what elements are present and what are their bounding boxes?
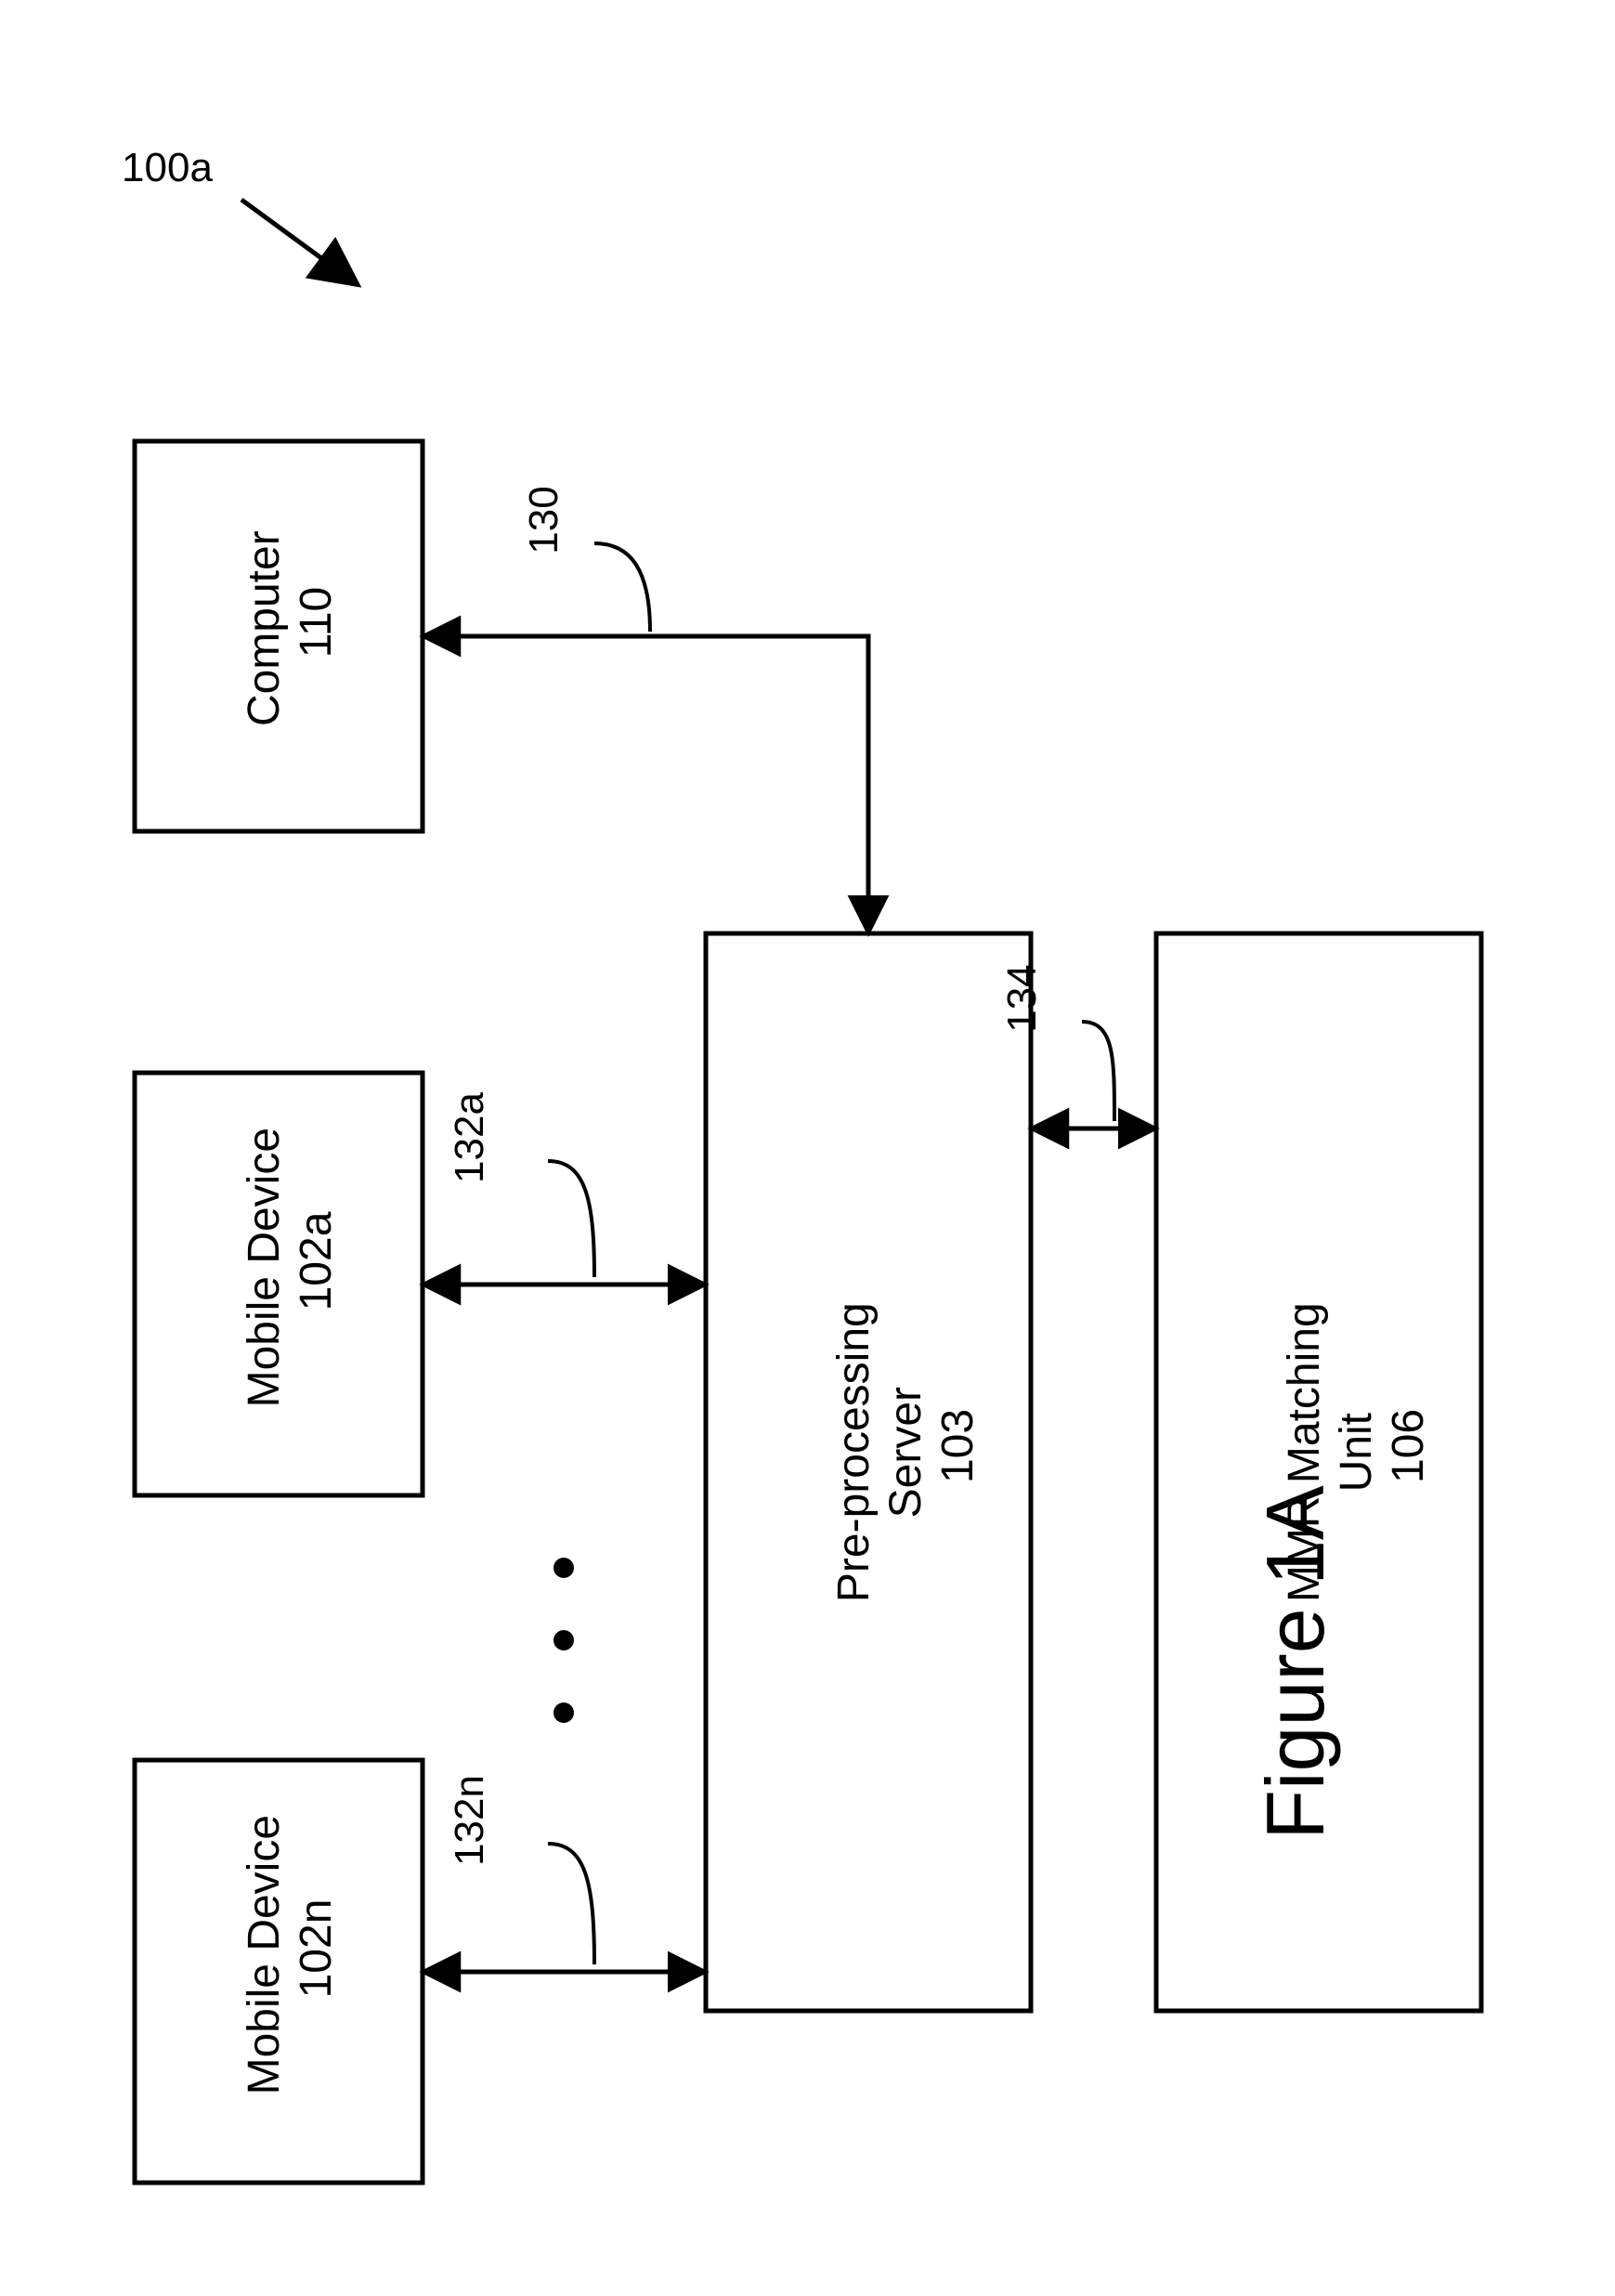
node-mobile-a: Mobile Device 102a <box>135 1073 423 1495</box>
svg-text:Mobile Device 102a: Mobile Device 102a <box>240 1115 341 1408</box>
figure-ref-label: 100a <box>122 145 213 190</box>
ellipsis-dots <box>554 1558 574 1723</box>
svg-text:Mobile Device 102n: Mobile Device 102n <box>240 1803 341 2095</box>
node-computer: Computer 110 <box>135 441 423 831</box>
edge-134-label: 134 <box>999 964 1045 1032</box>
computer-label-line2: 110 <box>292 587 341 659</box>
edge-132a: 132a <box>423 1092 706 1285</box>
preproc-label-line2: Server <box>881 1387 931 1518</box>
computer-label-line1: Computer <box>240 530 289 726</box>
figure-ref-arrow <box>241 200 356 283</box>
edge-132n: 132n <box>423 1775 706 1972</box>
mobile-n-label-line2: 102n <box>292 1899 341 1999</box>
svg-text:Pre-processing Server: Pre-processing Server 103 <box>829 1290 983 1602</box>
preproc-label-line3: 103 <box>933 1409 983 1483</box>
mmr-label-line3: 106 <box>1384 1409 1433 1483</box>
edge-130: 130 <box>423 486 868 933</box>
preproc-label-line1: Pre-processing <box>829 1302 879 1602</box>
node-mmr-matching-unit: MMR Matching Unit 106 <box>1156 933 1481 2011</box>
mmr-label-line2: Unit <box>1332 1413 1381 1492</box>
node-preprocessing-server: Pre-processing Server 103 <box>706 933 1031 2011</box>
edge-134: 134 <box>999 964 1156 1128</box>
edge-130-label: 130 <box>521 486 567 554</box>
svg-text:Computer 110: Computer 110 <box>240 518 341 726</box>
edge-132a-label: 132a <box>447 1092 492 1183</box>
figure-title: Figure 1A <box>1249 1485 1341 1840</box>
mobile-a-label-line1: Mobile Device <box>240 1128 289 1407</box>
edge-132n-label: 132n <box>447 1775 492 1866</box>
node-mobile-n: Mobile Device 102n <box>135 1760 423 2183</box>
diagram-canvas: 100a Computer 110 Mobile Device 102a Mob… <box>0 0 1615 2296</box>
mobile-a-label-line2: 102a <box>292 1211 341 1311</box>
mobile-n-label-line1: Mobile Device <box>240 1815 289 2094</box>
